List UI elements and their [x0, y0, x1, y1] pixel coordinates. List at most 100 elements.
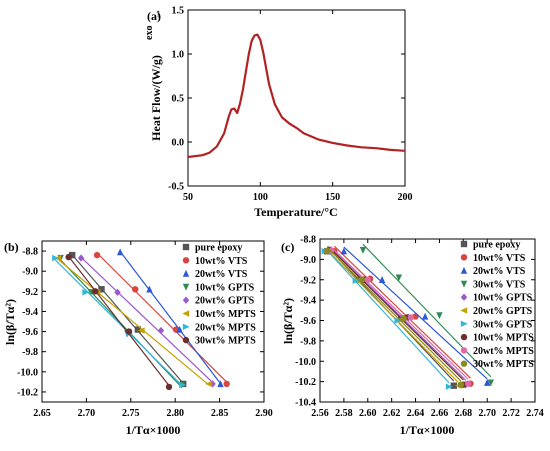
data-point	[132, 286, 139, 293]
x-tick-label: 2.58	[335, 408, 353, 419]
fit-line	[362, 243, 492, 378]
panel-label: (b)	[4, 240, 19, 254]
y-tick-label: 1.0	[172, 50, 185, 61]
x-tick-label: 2.66	[431, 408, 449, 419]
data-point	[98, 286, 105, 293]
legend-entry: 20wt% GPTS	[473, 306, 533, 317]
legend-entry: 20wt% VTS	[473, 266, 526, 277]
y-tick-label: -10.4	[295, 398, 316, 409]
legend-entry: 20wt% MPTS	[195, 322, 256, 333]
legend-entry: 20wt% VTS	[195, 269, 248, 280]
legend-entry: 30wt% GPTS	[473, 319, 533, 330]
data-point	[217, 380, 224, 388]
data-layer	[188, 33, 405, 159]
x-tick-label: 2.68	[455, 408, 473, 419]
y-tick-label: -10.2	[295, 377, 316, 388]
x-tick-label: 2.70	[478, 408, 496, 419]
y-axis-title-super: exo	[144, 26, 155, 40]
fit-line	[119, 251, 221, 384]
legend-entry: pure epoxy	[195, 243, 242, 254]
legend-marker	[460, 266, 468, 274]
fit-line	[333, 245, 471, 379]
data-point	[77, 254, 85, 262]
panel-b: (b) 2.65 2.70 2.75 2.80 2.85 2.90 -8.8 -9.0 -9.2 -…	[3, 240, 273, 437]
data-point	[92, 288, 99, 295]
x-tick-label: 2.85	[211, 408, 229, 419]
fit-line	[325, 248, 459, 384]
x-tick-label: 100	[253, 192, 268, 203]
data-point	[179, 381, 187, 389]
legend-marker	[182, 323, 190, 330]
legend-marker	[182, 336, 190, 344]
x-tick-label: 2.80	[166, 408, 184, 419]
legend-entry: 10wt% GPTS	[195, 282, 255, 293]
fit-line	[329, 246, 467, 381]
fit-line	[324, 247, 450, 384]
data-point	[464, 380, 472, 387]
data-point	[93, 251, 101, 259]
x-tick-label: 2.72	[502, 408, 520, 419]
x-tick-label: 2.74	[526, 408, 544, 419]
data-point	[82, 289, 90, 296]
plot-frame	[187, 9, 406, 187]
x-tick-label: 200	[398, 192, 413, 203]
y-tick-label: 0.5	[172, 94, 185, 105]
panel-a: (a) 50 100 150 200 -0.5 0.0 0.5 1.0 1.5 Temperatur…	[144, 6, 413, 220]
x-tick-label: 2.75	[122, 408, 140, 419]
data-point	[394, 317, 402, 324]
data-point	[68, 251, 76, 259]
data-point	[176, 325, 183, 333]
data-layer	[52, 248, 230, 391]
x-tick-label: 50	[183, 192, 193, 203]
fit-line	[80, 256, 213, 383]
y-tick-label: -9.2	[22, 287, 38, 298]
y-tick-label: -0.5	[168, 182, 184, 193]
plot-frame	[41, 240, 265, 403]
data-point	[146, 285, 153, 293]
y-tick-label: -10.0	[17, 367, 38, 378]
data-point	[359, 247, 367, 254]
fit-line	[54, 259, 183, 387]
legend-marker	[182, 257, 190, 264]
data-point	[52, 254, 60, 262]
fit-line	[57, 258, 210, 386]
y-tick-label: -9.0	[300, 255, 316, 266]
data-point	[323, 248, 331, 255]
fit-line	[343, 246, 488, 380]
x-axis-title: Temperature/°C	[254, 205, 337, 219]
data-point	[487, 379, 495, 387]
legend-entry: 10wt% MPTS	[473, 333, 534, 344]
data-point	[445, 383, 453, 390]
x-axis-title: 1/Tα×1000	[126, 423, 181, 437]
legend-marker	[460, 347, 468, 354]
legend-marker	[460, 280, 468, 288]
legend-marker	[460, 240, 468, 248]
legend-entry: 30wt% VTS	[473, 279, 526, 290]
legend-entry: 10wt% GPTS	[473, 293, 533, 304]
x-tick-label: 2.64	[407, 408, 425, 419]
legend-marker	[460, 360, 468, 367]
data-point	[134, 326, 142, 333]
legend: pure epoxy 10wt% VTS 20wt% VTS 10wt% GPTS 20…	[182, 243, 256, 347]
y-tick-label: -9.2	[300, 275, 316, 286]
data-point	[65, 253, 72, 261]
y-tick-label: -9.6	[22, 327, 38, 338]
data-point	[165, 383, 173, 391]
legend-entry: 20wt% MPTS	[473, 346, 534, 357]
panel-c: (c) 2.56 2.58 2.60 2.62 2.64 2.66 2.68 2.70 2.72 2…	[281, 235, 544, 438]
y-tick-label: -10.2	[17, 387, 38, 398]
x-tick-label: 2.62	[383, 408, 401, 419]
y-tick-label: 0.0	[172, 138, 185, 149]
legend-entry: 10wt% VTS	[195, 256, 248, 267]
y-tick-label: -8.8	[22, 247, 38, 258]
y-tick-label: -8.8	[300, 235, 316, 246]
legend-marker	[182, 283, 190, 291]
legend-marker	[182, 296, 190, 304]
data-point	[457, 381, 465, 388]
heat-flow-line	[188, 33, 405, 159]
data-point	[407, 314, 414, 321]
data-point	[340, 247, 348, 255]
y-axis-title: ln(β/Tα²)	[3, 299, 17, 345]
y-axis-arrow: →	[149, 8, 163, 20]
y-tick-label: -9.6	[300, 316, 316, 327]
